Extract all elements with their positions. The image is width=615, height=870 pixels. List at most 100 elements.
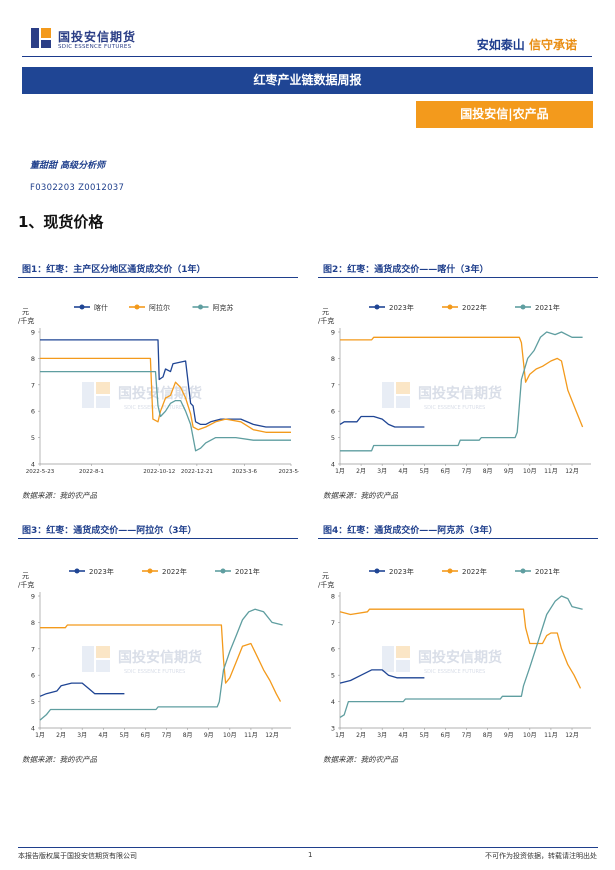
x-tick-label: 2022-5-23 [26, 469, 55, 475]
unit-label: 元 [22, 572, 29, 580]
y-tick-label: 3 [331, 725, 335, 733]
watermark-text-en: SDIC ESSENCE FUTURES [424, 669, 485, 675]
y-tick-label: 9 [331, 329, 335, 337]
y-tick-label: 9 [31, 329, 35, 337]
watermark-text-en: SDIC ESSENCE FUTURES [124, 669, 185, 675]
series-line [40, 339, 291, 428]
y-tick-label: 4 [331, 698, 335, 706]
unit-label: 元 [22, 308, 29, 316]
watermark-text-en: SDIC ESSENCE FUTURES [424, 405, 485, 411]
x-tick-label: 3月 [377, 468, 387, 475]
legend-label: 阿克苏 [213, 303, 234, 312]
x-tick-label: 12月 [265, 732, 279, 739]
legend-marker [374, 568, 380, 574]
legend-marker [447, 568, 453, 574]
y-tick-label: 7 [31, 381, 35, 389]
x-tick-label: 12月 [565, 732, 579, 739]
x-tick-label: 3月 [377, 732, 387, 739]
watermark-logo-icon [82, 382, 94, 408]
legend-marker [147, 568, 153, 574]
x-tick-label: 7月 [462, 468, 472, 475]
watermark: 国投安信期货 SDIC ESSENCE FUTURES [382, 382, 502, 411]
legend-label: 2021年 [535, 303, 560, 312]
series-line [339, 415, 425, 428]
logo-text-cn: 国投安信期货 [58, 30, 137, 44]
legend-label: 2022年 [462, 567, 487, 576]
y-tick-label: 7 [331, 619, 335, 627]
report-tag: 国投安信|农产品 [416, 101, 593, 128]
series-line [339, 608, 582, 689]
header-divider [22, 56, 592, 57]
x-tick-label: 2月 [356, 468, 366, 475]
series-line [339, 669, 425, 684]
certificate-numbers: F0302203 Z0012037 [30, 183, 125, 193]
y-tick-label: 8 [331, 593, 335, 601]
watermark-logo-icon [82, 646, 94, 672]
x-tick-label: 1月 [335, 468, 345, 475]
watermark-logo-icon [396, 396, 410, 408]
footer-copyright: 本报告版权属于国投安信期货有限公司 [18, 852, 137, 860]
x-tick-label: 10月 [223, 732, 237, 739]
x-tick-label: 2月 [56, 732, 66, 739]
x-tick-label: 6月 [141, 732, 151, 739]
watermark: 国投安信期货 SDIC ESSENCE FUTURES [382, 646, 502, 675]
figure-4-rule [318, 538, 598, 539]
x-tick-label: 6月 [441, 732, 451, 739]
figure-1-source: 数据来源：我的农产品 [22, 491, 97, 500]
x-tick-label: 4月 [398, 468, 408, 475]
unit-label: 元 [322, 308, 329, 316]
x-tick-label: 9月 [204, 732, 214, 739]
x-tick-label: 11月 [544, 468, 558, 475]
y-tick-label: 7 [331, 381, 335, 389]
x-tick-label: 10月 [523, 468, 537, 475]
figure-2-rule [318, 277, 598, 278]
watermark-logo-icon [396, 382, 410, 394]
legend-marker [134, 304, 140, 310]
x-tick-label: 2023-5-1 [279, 469, 299, 475]
legend-marker [198, 304, 203, 310]
series-line [340, 336, 584, 428]
figure-3-title: 图3：红枣：通货成交价——阿拉尔（3年） [22, 526, 197, 536]
x-tick-label: 11月 [544, 732, 558, 739]
legend-label: 喀什 [94, 303, 108, 312]
y-tick-label: 4 [31, 461, 35, 469]
figure-3-source: 数据来源：我的农产品 [22, 755, 97, 764]
x-tick-label: 2022-10-12 [143, 469, 175, 475]
x-tick-label: 4月 [398, 732, 408, 739]
section-heading: 1、现货价格 [18, 213, 104, 231]
y-tick-label: 6 [31, 672, 35, 680]
x-tick-label: 5月 [419, 468, 429, 475]
y-tick-label: 8 [31, 355, 35, 363]
unit-label: 元 [322, 572, 329, 580]
author-line: 董甜甜 高级分析师 [30, 161, 106, 171]
x-tick-label: 11月 [244, 732, 258, 739]
series-line [39, 608, 283, 721]
x-tick-label: 10月 [523, 732, 537, 739]
x-tick-label: 7月 [462, 732, 472, 739]
series-line [339, 595, 583, 718]
figure-3-rule [18, 538, 298, 539]
logo-text-en: SDIC ESSENCE FUTURES [58, 44, 132, 50]
x-tick-label: 1月 [335, 732, 345, 739]
x-tick-label: 8月 [483, 732, 493, 739]
watermark-text: 国投安信期货 [118, 649, 202, 666]
y-tick-label: 6 [331, 645, 335, 653]
footer-disclaimer: 不可作为投资依据，转载请注明出处 [485, 852, 597, 860]
series-line [40, 624, 282, 702]
legend-label: 2022年 [462, 303, 487, 312]
figure-4-chart: 国投安信期货 SDIC ESSENCE FUTURES 元/千克 3 4 5 6 7 8 1月 2月… [318, 567, 591, 739]
y-tick-label: 8 [31, 619, 35, 627]
x-tick-label: 8月 [183, 732, 193, 739]
watermark-logo-icon [96, 646, 110, 658]
legend-label: 2022年 [162, 567, 187, 576]
series-line [340, 331, 583, 452]
legend-marker [520, 304, 526, 310]
legend-marker [74, 568, 80, 574]
series-line [40, 357, 291, 433]
footer-divider [18, 847, 598, 848]
x-tick-label: 8月 [483, 468, 493, 475]
x-tick-label: 2022-12-21 [181, 469, 213, 475]
figure-3-chart: 国投安信期货 SDIC ESSENCE FUTURES 元/千克 4 5 6 7 8 9 1月 2月… [18, 567, 291, 739]
y-tick-label: 6 [331, 408, 335, 416]
